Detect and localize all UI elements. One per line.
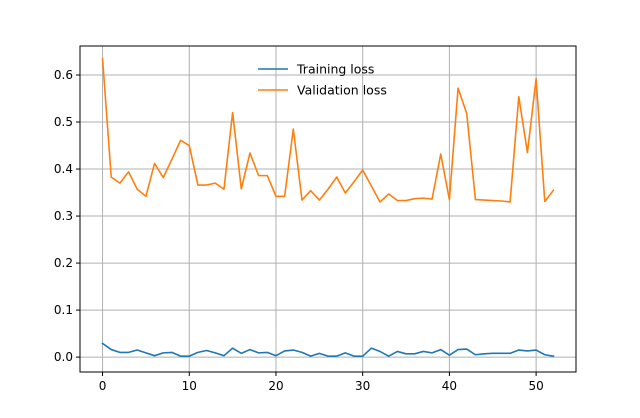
x-tick-label: 50 bbox=[528, 379, 543, 393]
y-tick-label: 0.6 bbox=[54, 68, 73, 82]
axes-frame bbox=[79, 45, 577, 373]
y-tick-label: 0.3 bbox=[54, 209, 73, 223]
x-tick-label: 40 bbox=[442, 379, 457, 393]
validation-loss-legend-label: Validation loss bbox=[297, 83, 387, 98]
x-tick-label: 20 bbox=[268, 379, 283, 393]
training-loss-legend-label: Training loss bbox=[296, 62, 374, 77]
y-tick-label: 0.0 bbox=[54, 350, 73, 364]
series-lines bbox=[101, 57, 555, 358]
validation-loss-line bbox=[101, 57, 555, 203]
y-tick-label: 0.4 bbox=[54, 162, 73, 176]
y-tick-label: 0.5 bbox=[54, 115, 73, 129]
training-loss-line bbox=[101, 342, 555, 358]
x-tick-label: 30 bbox=[355, 379, 370, 393]
grid bbox=[80, 46, 576, 372]
x-tick-label: 0 bbox=[99, 379, 107, 393]
y-tick-label: 0.2 bbox=[54, 256, 73, 270]
x-tick-label: 10 bbox=[182, 379, 197, 393]
axis-ticks: 0 10 20 30 40 50 0.0 0.1 0.2 0.3 0.4 0.5 0.6 bbox=[54, 68, 544, 393]
legend: Training loss Validation loss bbox=[258, 62, 387, 98]
y-tick-label: 0.1 bbox=[54, 303, 73, 317]
